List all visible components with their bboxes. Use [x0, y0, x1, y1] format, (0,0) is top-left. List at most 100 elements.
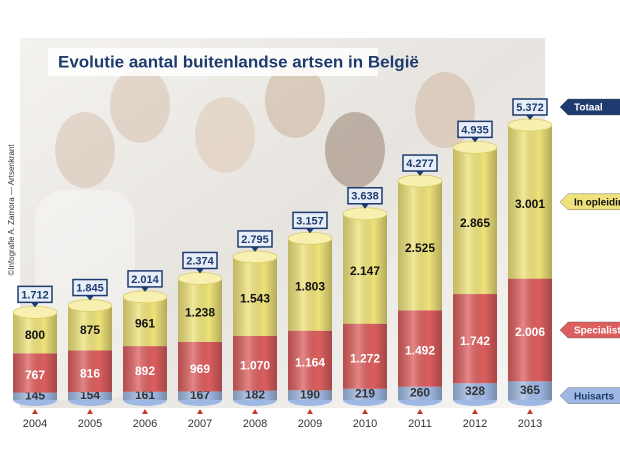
- value-label: 1.238: [185, 305, 215, 319]
- x-tick-label: 2010: [353, 418, 377, 430]
- legend-tag: [559, 321, 620, 339]
- legend-label: In opleiding: [574, 197, 620, 208]
- cylinder-top: [342, 207, 388, 221]
- x-tick-label: 2004: [23, 418, 47, 430]
- segment-shade: [508, 278, 552, 382]
- year-marker: [472, 409, 478, 414]
- value-label: 961: [135, 317, 155, 331]
- x-tick-label: 2005: [78, 418, 102, 430]
- total-pointer: [31, 302, 39, 308]
- cylinder-top: [67, 299, 113, 312]
- segment-shade: [178, 341, 222, 392]
- segment-shade: [123, 296, 167, 347]
- total-pointer: [361, 203, 369, 209]
- x-tick-label: 2008: [243, 418, 267, 430]
- segment-shade: [233, 256, 277, 336]
- segment-shade: [233, 335, 277, 391]
- value-label: 816: [80, 366, 100, 380]
- cylinder-top: [287, 231, 333, 245]
- legend-tag: [559, 193, 620, 211]
- value-label: 219: [355, 387, 375, 401]
- segment-shade: [68, 305, 112, 351]
- x-tick-label: 2009: [298, 418, 322, 430]
- total-label: 1.712: [21, 289, 49, 301]
- legend-label: Huisarts: [574, 391, 614, 402]
- segment-shade: [13, 392, 57, 400]
- segment-shade: [398, 310, 442, 387]
- cylinder-top: [177, 272, 223, 285]
- x-tick-label: 2013: [518, 418, 542, 430]
- credit: ©Infografie A. Zamora — Artsenkrant: [7, 144, 16, 276]
- total-label: 2.374: [186, 255, 214, 267]
- total-pointer: [471, 137, 479, 143]
- segment-shade: [288, 330, 332, 391]
- total-pointer: [526, 115, 534, 120]
- legend-tag: [559, 387, 620, 404]
- segment-shade: [398, 386, 442, 400]
- segment-shade: [123, 391, 167, 400]
- x-tick-label: 2007: [188, 418, 212, 430]
- value-label: 767: [25, 368, 45, 382]
- segment-shade: [343, 213, 387, 324]
- value-label: 1.543: [240, 292, 270, 306]
- value-label: 800: [25, 328, 45, 342]
- year-marker: [307, 409, 313, 414]
- total-pointer: [416, 171, 424, 177]
- x-tick-label: 2011: [408, 418, 432, 430]
- value-label: 2.006: [515, 325, 545, 339]
- segment-shade: [453, 383, 497, 400]
- year-marker: [32, 409, 38, 414]
- value-label: 2.865: [460, 216, 490, 230]
- legend-label: Specialist: [574, 326, 620, 337]
- segment-shade: [13, 353, 57, 393]
- year-marker: [197, 409, 203, 414]
- segment-shade: [343, 323, 387, 389]
- cylinder-top: [232, 250, 278, 264]
- total-label: 4.277: [406, 158, 434, 170]
- year-marker: [142, 409, 148, 414]
- total-label: 2.014: [131, 274, 159, 286]
- year-marker: [362, 409, 368, 414]
- total-pointer: [86, 295, 94, 301]
- year-marker: [87, 409, 93, 414]
- total-pointer: [141, 286, 149, 292]
- segment-shade: [68, 392, 112, 400]
- segment-shade: [123, 346, 167, 392]
- value-label: 1.492: [405, 344, 435, 358]
- year-marker: [527, 409, 533, 414]
- x-tick-label: 2006: [133, 418, 157, 430]
- segment-shade: [398, 181, 442, 311]
- value-label: 190: [300, 387, 320, 401]
- legend-label: Totaal: [574, 103, 603, 114]
- segment-shade: [68, 350, 112, 393]
- title-box: [48, 48, 378, 76]
- value-label: 1.164: [295, 356, 325, 370]
- total-label: 3.638: [351, 191, 379, 203]
- segment-shade: [178, 391, 222, 400]
- year-marker: [252, 409, 258, 414]
- segment-shade: [508, 125, 552, 279]
- total-pointer: [306, 228, 314, 234]
- value-label: 1.070: [240, 358, 270, 372]
- segment-shade: [453, 294, 497, 384]
- total-pointer: [251, 246, 259, 252]
- value-label: 2.525: [405, 241, 435, 255]
- total-label: 2.795: [241, 234, 269, 246]
- total-label: 4.935: [461, 124, 489, 136]
- cylinder-top: [397, 174, 443, 188]
- value-label: 892: [135, 364, 155, 378]
- cylinder-top: [12, 305, 58, 319]
- total-label: 1.845: [76, 282, 104, 294]
- value-label: 3.001: [515, 197, 545, 211]
- value-label: 1.742: [460, 334, 490, 348]
- segment-shade: [13, 312, 57, 354]
- total-pointer: [196, 268, 204, 274]
- value-label: 328: [465, 384, 485, 398]
- value-label: 1.272: [350, 351, 380, 365]
- value-label: 969: [190, 362, 210, 376]
- year-marker: [417, 409, 423, 414]
- value-label: 875: [80, 323, 100, 337]
- segment-shade: [178, 278, 222, 342]
- cylinder-top: [122, 290, 168, 304]
